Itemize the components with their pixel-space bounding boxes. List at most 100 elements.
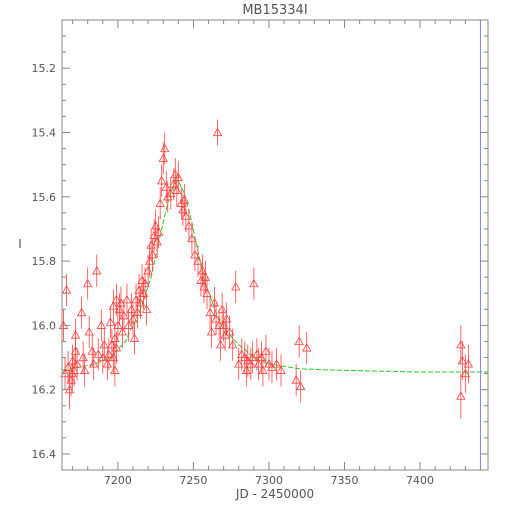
data-point: [178, 204, 188, 214]
data-point: [231, 281, 241, 291]
data-point: [169, 179, 179, 188]
data-point: [271, 359, 282, 368]
data-point: [199, 281, 209, 291]
data-point: [126, 304, 137, 313]
data-point: [211, 314, 221, 323]
data-point: [113, 320, 123, 329]
data-point: [264, 359, 274, 368]
data-point: [197, 265, 208, 275]
data-point: [66, 375, 76, 384]
data-point: [179, 195, 190, 204]
data-point: [463, 359, 474, 368]
data-point: [72, 359, 82, 368]
data-point: [143, 265, 153, 275]
data-point: [218, 320, 229, 329]
data-point: [206, 326, 217, 336]
data-point: [111, 294, 122, 304]
y-tick-label: 15.6: [32, 191, 57, 204]
data-point: [184, 220, 194, 230]
data-point: [123, 320, 134, 329]
data-point: [457, 355, 467, 365]
data-point: [172, 185, 182, 194]
data-point: [70, 346, 81, 355]
x-tick-label: 7300: [255, 474, 283, 487]
data-point: [104, 349, 114, 358]
data-point: [76, 307, 87, 317]
data-point: [161, 182, 171, 191]
x-axis-label: JD - 2450000: [235, 487, 314, 501]
data-point: [99, 339, 109, 349]
data-point: [202, 288, 212, 297]
data-point: [107, 339, 117, 349]
data-point: [217, 304, 227, 313]
data-point: [111, 343, 122, 352]
y-tick-label: 15.4: [32, 127, 57, 140]
data-point: [70, 330, 81, 339]
y-tick-label: 15.8: [32, 255, 57, 268]
data-point: [63, 362, 73, 371]
y-axis-label: I: [18, 237, 22, 251]
x-tick-label: 7350: [330, 474, 358, 487]
data-point: [241, 365, 251, 374]
data-point: [193, 256, 203, 265]
data-point: [96, 320, 106, 329]
x-tick-label: 7400: [406, 474, 434, 487]
data-point: [302, 343, 312, 352]
data-point: [131, 294, 141, 304]
data-point: [84, 326, 94, 336]
data-point: [256, 352, 267, 362]
data-point: [157, 175, 167, 185]
data-point: [110, 333, 120, 342]
data-point: [117, 326, 128, 336]
data-point: [181, 211, 191, 220]
data-point: [93, 349, 103, 358]
data-point: [114, 304, 125, 313]
data-point: [108, 352, 119, 362]
model-fit-curve: [61, 179, 488, 373]
data-point: [170, 169, 180, 178]
y-tick-label: 16.4: [32, 448, 57, 461]
data-point: [252, 349, 262, 358]
data-point: [155, 198, 165, 207]
data-point: [456, 339, 466, 349]
data-point: [141, 304, 152, 313]
data-point: [134, 285, 144, 294]
data-point: [154, 227, 164, 236]
data-point: [83, 278, 93, 288]
data-point: [258, 365, 268, 374]
data-point: [249, 278, 259, 288]
data-point: [187, 233, 197, 243]
data-point: [460, 368, 471, 378]
data-point: [215, 339, 226, 349]
data-point: [119, 310, 129, 320]
y-tick-label: 16.0: [32, 319, 57, 332]
data-point: [102, 359, 112, 368]
data-point: [61, 285, 72, 294]
chart-title: MB15334I: [242, 3, 307, 18]
data-point: [87, 346, 97, 355]
data-point: [228, 339, 238, 349]
data-point: [160, 143, 170, 153]
data-point: [150, 220, 161, 230]
data-point: [138, 288, 149, 297]
data-point: [276, 365, 286, 374]
y-tick-label: 15.2: [32, 62, 57, 75]
data-point: [234, 359, 244, 368]
data-point: [261, 346, 271, 355]
data-point: [296, 381, 306, 391]
data-point: [294, 336, 304, 346]
data-point: [147, 249, 158, 259]
data-point: [291, 375, 301, 384]
data-point: [237, 349, 247, 358]
plot-area: [58, 20, 488, 470]
x-tick-label: 7250: [179, 474, 207, 487]
data-point: [135, 298, 146, 307]
data-point: [132, 307, 143, 317]
data-point: [212, 127, 223, 137]
data-point: [209, 298, 220, 307]
data-point: [253, 359, 264, 368]
axes: 7200 7250 7300 7350 7400 15.2 15.4 15.6 15.8 16.0…: [32, 20, 488, 487]
data-point: [122, 294, 132, 304]
